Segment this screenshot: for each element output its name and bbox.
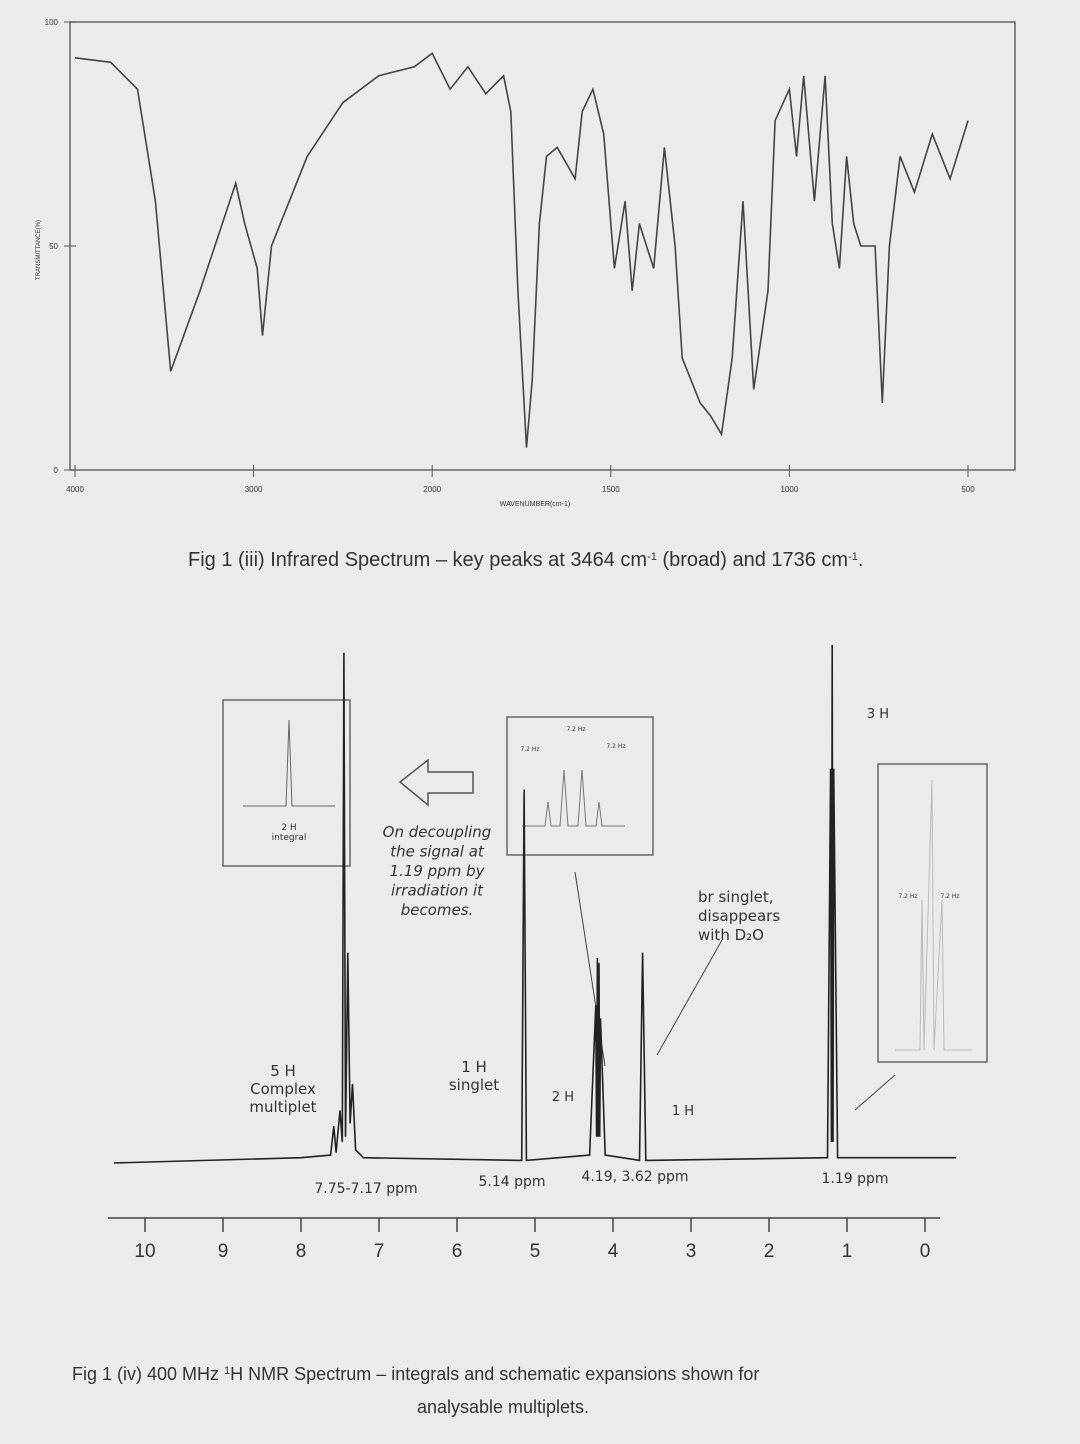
- y-axis-label: TRANSMITTANCE(%): [36, 220, 42, 280]
- annotation-line: multiplet: [249, 1098, 316, 1116]
- annotation: 2 H: [552, 1090, 574, 1105]
- caption: analysable multiplets.: [417, 1397, 589, 1417]
- annotation: On decoupling the signal at 1.19 ppm by irr…: [383, 823, 492, 919]
- annotation: 7.2 Hz: [520, 746, 539, 753]
- x-tick-label: 1: [842, 1241, 853, 1262]
- caption-part: H NMR Spectrum – integrals and schematic…: [230, 1364, 759, 1384]
- x-tick-label: 6: [452, 1241, 463, 1262]
- annotation-line: the signal at: [390, 843, 485, 861]
- annotation-line: 4.19, 3.62 ppm: [581, 1169, 688, 1185]
- annotation-line: singlet: [449, 1076, 499, 1094]
- annotation-line: 7.2 Hz: [520, 746, 539, 753]
- x-tick-label: 1500: [602, 485, 620, 494]
- caption-part: Fig 1 (iii) Infrared Spectrum – key peak…: [188, 549, 647, 571]
- x-tick-label: 3: [686, 1241, 697, 1262]
- annotation: 3 H: [867, 707, 889, 722]
- annotation: 7.2 Hz: [566, 726, 585, 733]
- spectrum-line: [74, 52, 969, 448]
- caption-part: -1: [848, 551, 858, 563]
- annotation-line: 1.19 ppm by: [390, 862, 486, 880]
- caption-part: 1: [224, 1365, 230, 1377]
- annotation: 7.2 Hz: [606, 743, 625, 750]
- caption: Fig 1 (iv) 400 MHz 1H NMR Spectrum – int…: [72, 1364, 759, 1384]
- annotation: 4.19, 3.62 ppm: [581, 1169, 688, 1185]
- x-tick-label: 8: [296, 1241, 307, 1262]
- annotation-line: 7.2 Hz: [898, 893, 917, 900]
- annotation-line: Complex: [250, 1080, 316, 1098]
- caption-part: -1: [647, 551, 657, 563]
- y-tick-label: 0: [54, 466, 59, 475]
- annotation-line: 7.2 Hz: [566, 726, 585, 733]
- annotation-line: br singlet,: [698, 888, 774, 906]
- annotation-line: 5.14 ppm: [478, 1174, 545, 1190]
- annotation: 1.19 ppm: [821, 1171, 888, 1187]
- annotation-line: integral: [272, 833, 307, 843]
- annotation-line: 1.19 ppm: [821, 1171, 888, 1187]
- inset-triplet: [895, 779, 972, 1051]
- annotation-line: 7.2 Hz: [940, 893, 959, 900]
- caption-part: .: [858, 549, 864, 571]
- annotation-line: 1 H: [672, 1104, 694, 1119]
- x-tick-label: 4000: [66, 485, 84, 494]
- arrow: [398, 758, 474, 807]
- x-tick-label: 4: [608, 1241, 619, 1262]
- annotation-line: irradiation it: [391, 882, 484, 900]
- x-tick-label: 5: [530, 1241, 541, 1262]
- annotation: 7.2 Hz: [898, 893, 917, 900]
- annotation: 5.14 ppm: [478, 1174, 545, 1190]
- annotation-line: 2 H: [281, 823, 296, 833]
- annotation: br singlet, disappears with D₂O: [698, 888, 780, 944]
- inset-peak: [243, 719, 335, 807]
- annotation: 5 H Complex multiplet: [249, 1062, 316, 1116]
- annotation-line: 2 H: [552, 1090, 574, 1105]
- x-tick-label: 2: [764, 1241, 775, 1262]
- inset-quartet: [522, 769, 625, 827]
- inset-box: [506, 716, 654, 856]
- annotation-line: disappears: [698, 907, 780, 925]
- annotation-line: On decoupling: [383, 823, 492, 841]
- annotation-line: 1 H: [461, 1058, 487, 1076]
- x-tick-label: 9: [218, 1241, 229, 1262]
- annotation: 7.2 Hz: [940, 893, 959, 900]
- x-tick-label: 500: [961, 485, 975, 494]
- annotation: 7.75-7.17 ppm: [314, 1181, 417, 1197]
- caption-part: Fig 1 (iv) 400 MHz: [72, 1364, 224, 1384]
- x-tick-label: 10: [134, 1241, 155, 1262]
- x-tick-label: 1000: [781, 485, 799, 494]
- annotation-line: 3 H: [867, 707, 889, 722]
- spectrum-line: [113, 644, 957, 1164]
- y-tick-label: 100: [45, 18, 59, 27]
- annotation-line: 7.2 Hz: [606, 743, 625, 750]
- annotation-line: becomes.: [401, 901, 474, 919]
- y-tick-label: 50: [49, 242, 58, 251]
- caption: Fig 1 (iii) Infrared Spectrum – key peak…: [188, 549, 863, 571]
- x-tick-label: 7: [374, 1241, 385, 1262]
- annotation: 1 H: [672, 1104, 694, 1119]
- x-axis-label: WAVENUMBER(cm-1): [500, 501, 570, 508]
- x-tick-label: 2000: [423, 485, 441, 494]
- annotation-line: with D₂O: [698, 926, 764, 944]
- inset-box: [877, 763, 988, 1063]
- caption-part: (broad) and 1736 cm: [657, 549, 848, 571]
- x-tick-label: 0: [920, 1241, 931, 1262]
- annotation-line: 5 H: [270, 1062, 296, 1080]
- x-tick-label: 3000: [245, 485, 263, 494]
- annotation-line: 7.75-7.17 ppm: [314, 1181, 417, 1197]
- inset-box: [222, 699, 351, 867]
